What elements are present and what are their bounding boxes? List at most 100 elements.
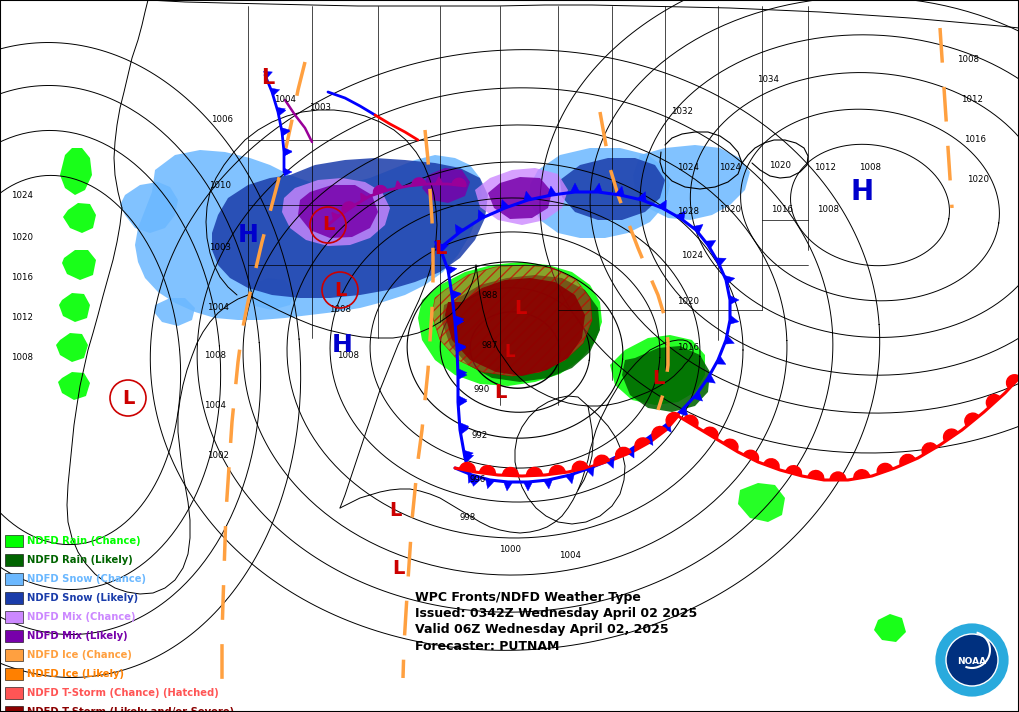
Text: 990: 990	[474, 385, 490, 394]
Text: 1020: 1020	[11, 234, 33, 243]
Polygon shape	[457, 343, 466, 352]
Text: 1034: 1034	[757, 75, 779, 85]
Polygon shape	[622, 346, 710, 412]
Text: 1000: 1000	[499, 545, 521, 555]
Text: 1016: 1016	[964, 135, 986, 145]
Polygon shape	[488, 177, 552, 219]
Bar	[5, 592, 23, 604]
Text: L: L	[122, 389, 135, 407]
Wedge shape	[944, 429, 958, 441]
Wedge shape	[373, 186, 387, 195]
Polygon shape	[264, 71, 272, 79]
Polygon shape	[464, 454, 474, 462]
Text: 1024: 1024	[677, 164, 699, 172]
Polygon shape	[458, 369, 467, 377]
Polygon shape	[662, 422, 672, 432]
Text: NDFD Snow (Chance): NDFD Snow (Chance)	[26, 574, 146, 584]
Text: H: H	[331, 333, 353, 357]
Polygon shape	[442, 275, 600, 382]
Text: L: L	[652, 369, 664, 387]
Text: NDFD Rain (Likely): NDFD Rain (Likely)	[26, 555, 132, 565]
Polygon shape	[454, 318, 464, 327]
Wedge shape	[703, 427, 718, 439]
Polygon shape	[56, 333, 88, 362]
Polygon shape	[726, 276, 735, 284]
Polygon shape	[615, 187, 625, 196]
Polygon shape	[418, 262, 602, 386]
Text: L: L	[514, 298, 526, 318]
Polygon shape	[460, 426, 469, 434]
Wedge shape	[723, 439, 738, 451]
Polygon shape	[284, 148, 292, 156]
Polygon shape	[447, 266, 457, 274]
Text: 1004: 1004	[559, 550, 581, 560]
Polygon shape	[281, 128, 290, 136]
Polygon shape	[63, 203, 96, 233]
Text: 1004: 1004	[207, 303, 229, 313]
Wedge shape	[854, 470, 869, 479]
Circle shape	[946, 634, 998, 686]
Bar	[5, 649, 23, 661]
Polygon shape	[475, 168, 568, 225]
Circle shape	[934, 622, 1010, 698]
Text: L: L	[389, 501, 401, 520]
Text: 1016: 1016	[677, 343, 699, 352]
Text: 1012: 1012	[11, 313, 33, 323]
Polygon shape	[530, 148, 671, 238]
Text: L: L	[322, 216, 334, 234]
Text: L: L	[262, 68, 275, 88]
Polygon shape	[486, 478, 494, 488]
Polygon shape	[638, 192, 646, 201]
Text: NDFD Mix (Likely): NDFD Mix (Likely)	[26, 631, 127, 641]
Text: 1024: 1024	[719, 164, 741, 172]
Polygon shape	[154, 298, 195, 326]
Text: L: L	[334, 281, 346, 300]
Wedge shape	[549, 466, 566, 474]
Text: 988: 988	[482, 290, 498, 300]
Wedge shape	[1007, 375, 1019, 389]
Polygon shape	[438, 244, 448, 252]
Polygon shape	[277, 108, 286, 116]
Polygon shape	[451, 290, 461, 300]
Polygon shape	[503, 481, 513, 491]
Polygon shape	[62, 250, 96, 280]
Text: 1020: 1020	[677, 298, 699, 306]
Text: 1010: 1010	[209, 181, 231, 189]
Text: 1004: 1004	[204, 400, 226, 409]
Bar	[5, 687, 23, 699]
Text: 1008: 1008	[817, 206, 839, 214]
Text: NDFD T-Storm (Chance) (Hatched): NDFD T-Storm (Chance) (Hatched)	[26, 688, 219, 698]
Bar	[5, 706, 23, 712]
Text: NDFD Rain (Chance): NDFD Rain (Chance)	[26, 536, 141, 546]
Text: 1020: 1020	[719, 206, 741, 214]
Polygon shape	[120, 182, 178, 233]
Polygon shape	[455, 224, 464, 234]
Polygon shape	[361, 194, 368, 201]
Wedge shape	[808, 471, 823, 480]
Polygon shape	[543, 480, 552, 489]
Polygon shape	[281, 127, 289, 135]
Wedge shape	[877, 464, 893, 474]
Polygon shape	[566, 474, 575, 483]
Polygon shape	[644, 436, 653, 446]
Text: 998: 998	[460, 513, 476, 523]
Polygon shape	[283, 148, 292, 156]
Polygon shape	[471, 478, 481, 486]
Polygon shape	[284, 168, 292, 176]
Text: WPC Fronts/NDFD Weather Type: WPC Fronts/NDFD Weather Type	[415, 592, 641, 604]
Polygon shape	[60, 148, 92, 195]
Polygon shape	[458, 395, 467, 404]
Wedge shape	[527, 468, 542, 476]
Polygon shape	[434, 241, 443, 251]
Text: NDFD Mix (Chance): NDFD Mix (Chance)	[26, 612, 136, 622]
Bar	[5, 554, 23, 566]
Wedge shape	[922, 443, 936, 455]
Polygon shape	[730, 315, 739, 325]
Wedge shape	[900, 454, 915, 466]
Wedge shape	[786, 466, 802, 476]
Polygon shape	[716, 258, 727, 266]
Bar	[5, 611, 23, 623]
Polygon shape	[282, 178, 390, 246]
Text: NDFD Ice (Likely): NDFD Ice (Likely)	[26, 669, 124, 679]
Polygon shape	[276, 108, 285, 115]
